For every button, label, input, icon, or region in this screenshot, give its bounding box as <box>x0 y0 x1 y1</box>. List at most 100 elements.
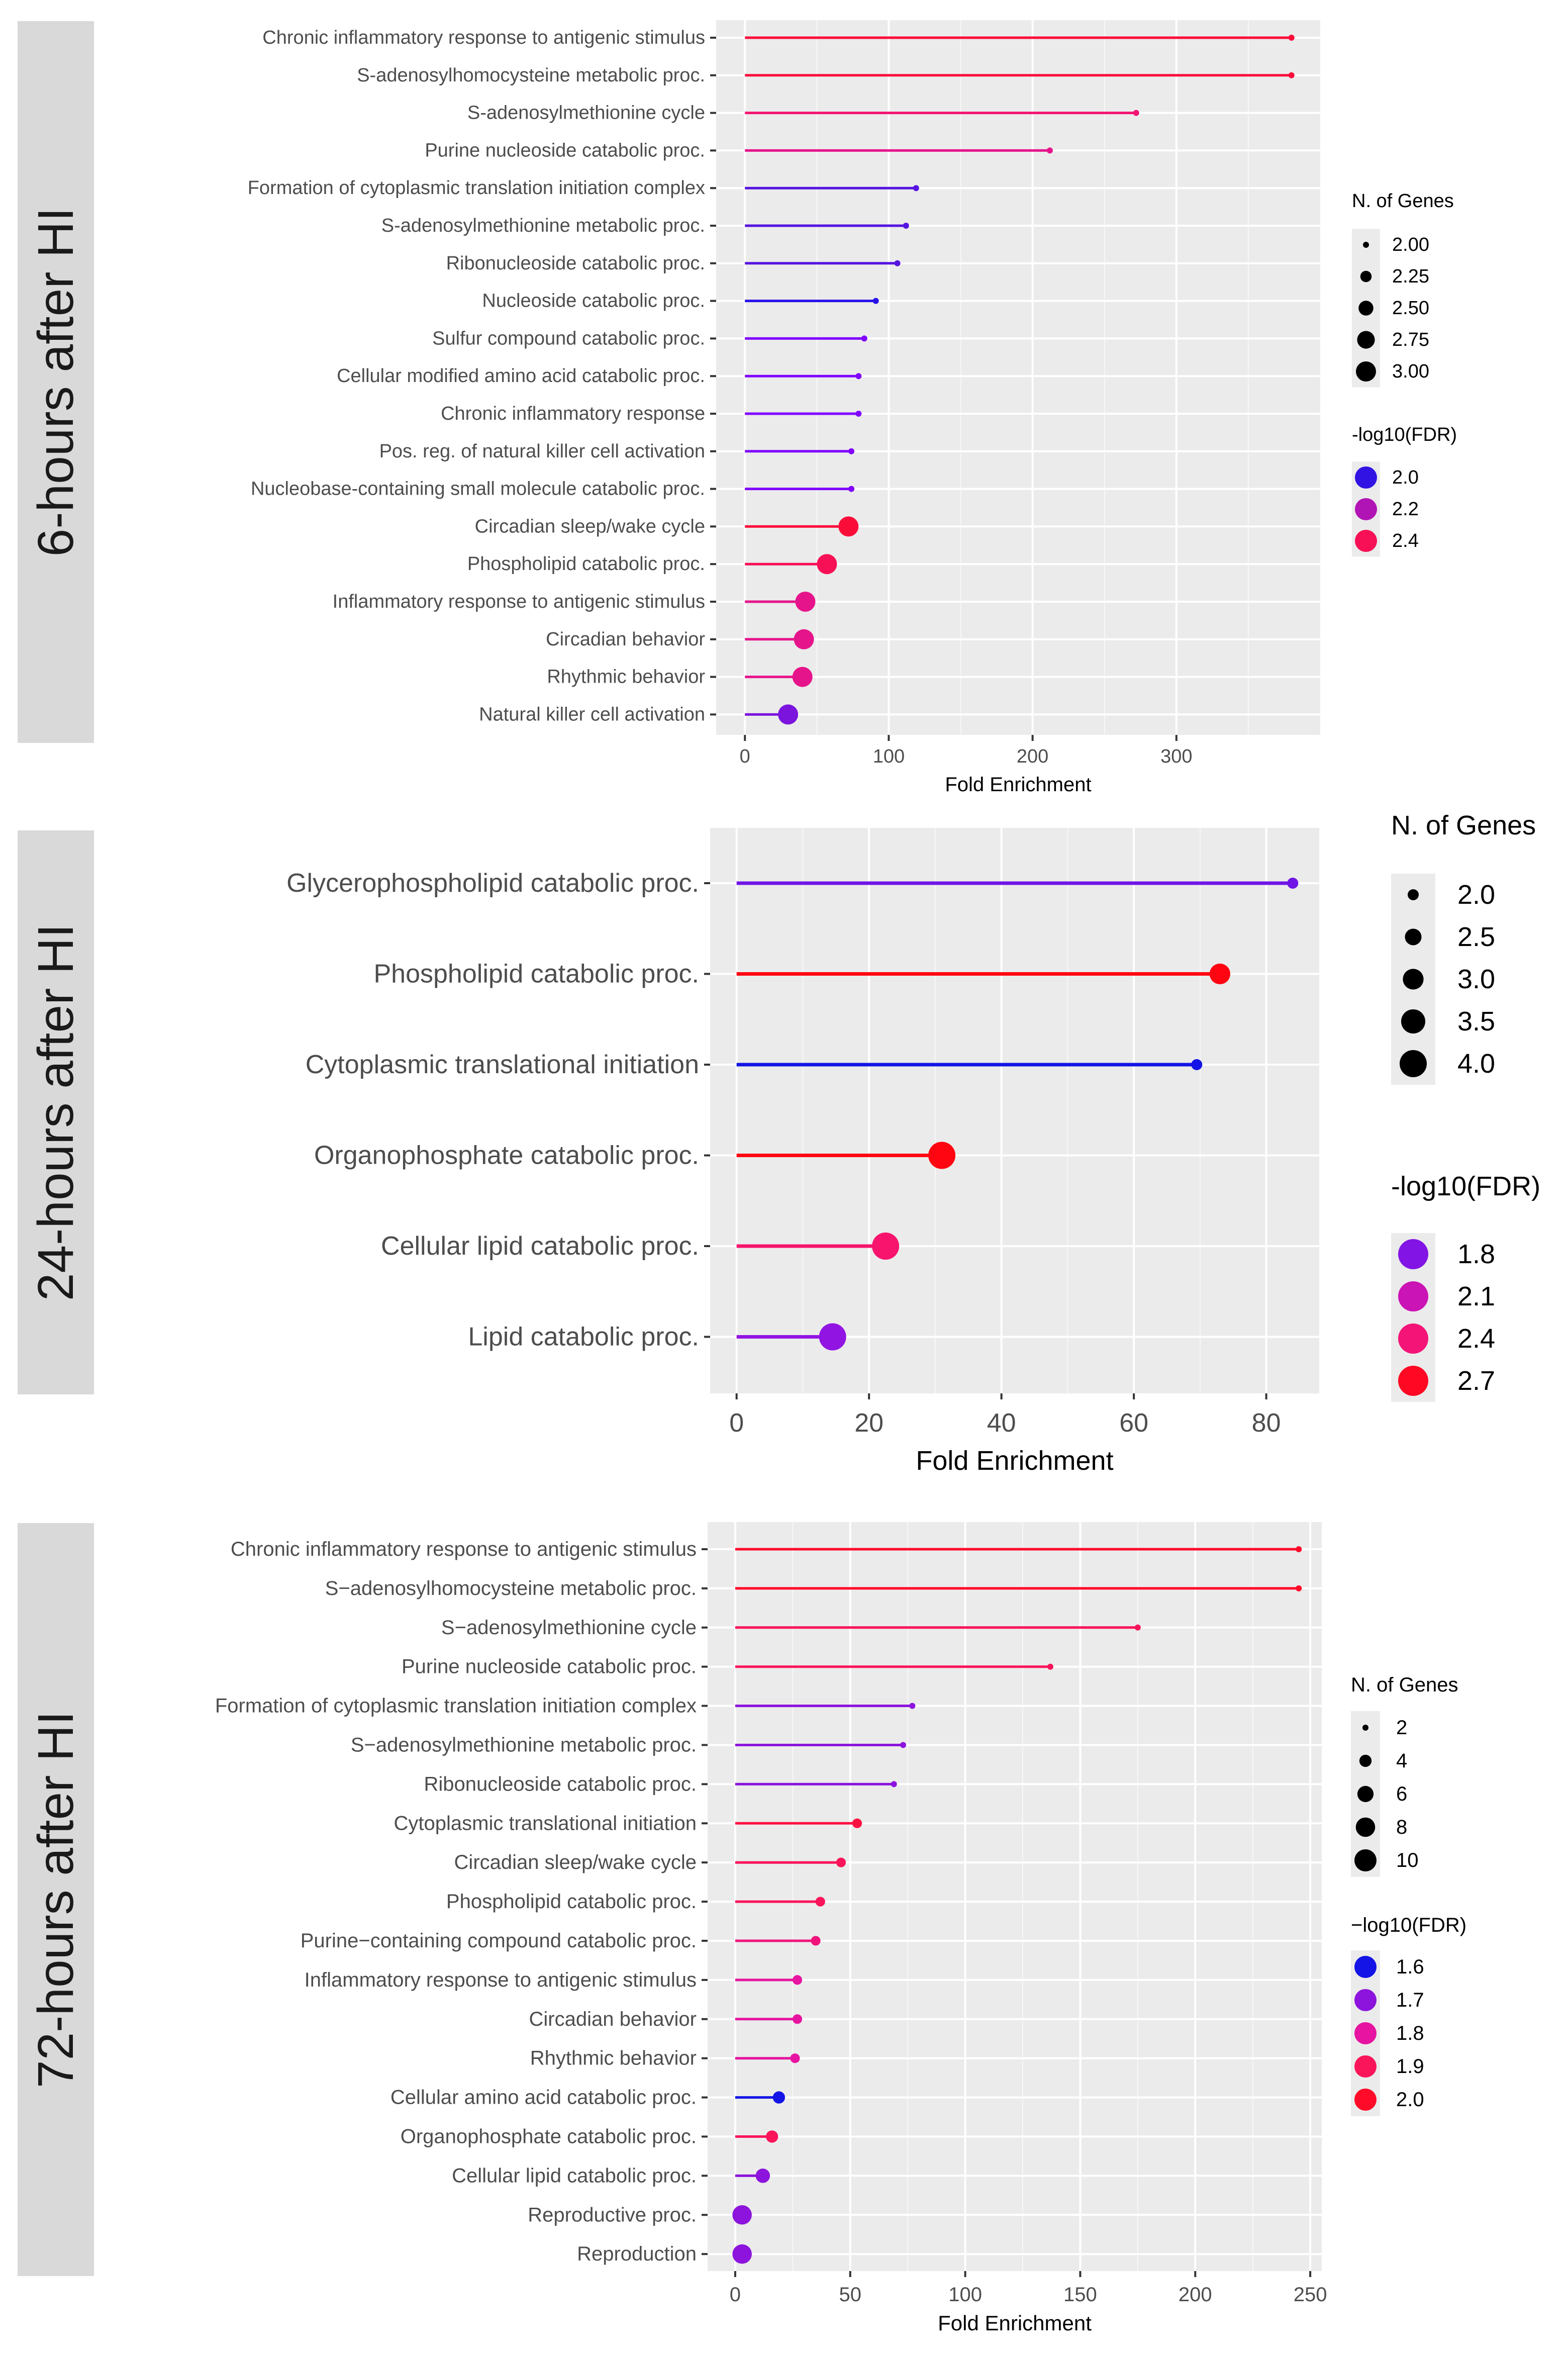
y-tick-label: S−adenosylmethionine metabolic proc. <box>351 1734 697 1756</box>
lollipop-point <box>852 1818 862 1828</box>
legend-size-key <box>1363 242 1369 248</box>
legend-color-label: 2.1 <box>1457 1281 1495 1311</box>
legend-color-title: -log10(FDR) <box>1352 424 1457 445</box>
y-tick-label: Cellular amino acid catabolic proc. <box>390 2087 697 2109</box>
lollipop-point <box>811 1936 821 1946</box>
legend-size-label: 2 <box>1396 1717 1407 1739</box>
plot-background <box>716 20 1320 735</box>
y-tick-label: Cellular lipid catabolic proc. <box>381 1232 699 1261</box>
x-axis-title: Fold Enrichment <box>916 1446 1113 1476</box>
chart-panel-1: 6-hours after HI Chronic inflammatory res… <box>18 20 1457 796</box>
x-tick-label: 20 <box>854 1408 884 1438</box>
legend-size-label: 6 <box>1396 1783 1407 1805</box>
legend-size-key <box>1355 1817 1376 1837</box>
legend-size-title: N. of Genes <box>1391 810 1536 840</box>
legend-size-title: N. of Genes <box>1351 1674 1458 1696</box>
legend-size-label: 2.5 <box>1457 922 1495 952</box>
legend-color-label: 1.8 <box>1457 1239 1495 1269</box>
legend-size-key <box>1400 1050 1427 1077</box>
panel-label: 24-hours after HI <box>28 924 84 1301</box>
lollipop-point <box>817 554 837 575</box>
y-tick-label: S-adenosylmethionine metabolic proc. <box>381 215 705 236</box>
legend-size-label: 3.5 <box>1457 1006 1495 1036</box>
lollipop-point <box>772 2091 786 2104</box>
legend-color-key <box>1398 1324 1428 1354</box>
legend-size-key <box>1358 301 1374 316</box>
lollipop-point <box>894 260 901 266</box>
legend-size-label: 2.50 <box>1392 298 1429 319</box>
lollipop-point <box>836 1857 846 1867</box>
legend-size-key <box>1362 1725 1368 1731</box>
lollipop-point <box>1134 1624 1141 1631</box>
x-tick-label: 50 <box>839 2284 862 2306</box>
legend-size-key <box>1405 928 1422 946</box>
legend-color-key <box>1398 1366 1428 1396</box>
legend-size-label: 2.00 <box>1392 234 1429 255</box>
legend-size-key <box>1356 361 1376 382</box>
y-tick-label: Circadian sleep/wake cycle <box>454 1851 697 1873</box>
y-tick-label: Cytoplasmic translational initiation <box>306 1050 699 1079</box>
x-tick-label: 300 <box>1160 746 1192 767</box>
y-tick-label: Ribonucleoside catabolic proc. <box>446 253 705 274</box>
legend-color-title: −log10(FDR) <box>1351 1914 1466 1936</box>
legend-size-key <box>1403 969 1424 990</box>
lollipop-point <box>792 2014 803 2024</box>
y-tick-label: Purine nucleoside catabolic proc. <box>425 140 705 161</box>
chart-panel-2: 24-hours after HI Glycerophospholipid cat… <box>18 810 1540 1476</box>
legend-size-label: 2.25 <box>1392 266 1429 287</box>
legend-color-label: 1.8 <box>1396 2022 1424 2044</box>
legend-size-key <box>1357 331 1375 349</box>
lollipop-point <box>795 592 816 612</box>
legend-color-key <box>1354 2089 1377 2111</box>
lollipop-point <box>848 448 855 454</box>
y-tick-label: Purine nucleoside catabolic proc. <box>402 1656 697 1678</box>
y-tick-label: Reproduction <box>577 2243 697 2265</box>
legend-color-label: 2.7 <box>1457 1366 1495 1396</box>
x-tick-label: 0 <box>730 2284 741 2306</box>
legend-size-key <box>1359 1754 1372 1767</box>
y-tick-label: Chronic inflammatory response to antigen… <box>231 1538 697 1560</box>
lollipop-point <box>1287 878 1299 889</box>
panel-strip <box>18 830 94 1394</box>
lollipop-point <box>1133 110 1139 116</box>
y-tick-label: Inflammatory response to antigenic stimu… <box>333 591 705 612</box>
x-tick-label: 200 <box>1017 746 1048 767</box>
legend-size-label: 2.75 <box>1392 329 1429 350</box>
y-tick-label: S−adenosylhomocysteine metabolic proc. <box>325 1577 697 1599</box>
y-tick-label: S-adenosylmethionine cycle <box>467 103 705 124</box>
legend-size-label: 10 <box>1396 1849 1419 1871</box>
y-tick-label: Cytoplasmic translational initiation <box>394 1812 697 1834</box>
x-tick-label: 250 <box>1294 2284 1327 2306</box>
legend-color-label: 2.2 <box>1392 499 1419 520</box>
y-tick-label: Rhythmic behavior <box>530 2047 697 2069</box>
y-tick-label: Circadian behavior <box>529 2008 697 2030</box>
legend-color-title: -log10(FDR) <box>1391 1171 1540 1201</box>
lollipop-point <box>765 2130 778 2143</box>
lollipop-point <box>855 411 862 417</box>
lollipop-point <box>855 373 862 380</box>
lollipop-point <box>778 704 799 725</box>
lollipop-point <box>872 1233 900 1260</box>
legend-color-label: 1.6 <box>1396 1956 1424 1978</box>
panel-strip <box>18 21 94 743</box>
legend-size-label: 4 <box>1396 1750 1407 1772</box>
legend-color-key <box>1354 1989 1377 2011</box>
y-tick-label: Ribonucleoside catabolic proc. <box>424 1773 697 1795</box>
lollipop-point <box>1209 963 1231 985</box>
x-tick-label: 40 <box>987 1408 1016 1438</box>
y-tick-label: Formation of cytoplasmic translation ini… <box>215 1695 697 1717</box>
lollipop-point <box>913 185 919 192</box>
lollipop-point <box>1296 1546 1302 1552</box>
x-tick-label: 100 <box>948 2284 982 2306</box>
x-axis-title: Fold Enrichment <box>945 774 1091 796</box>
y-tick-label: Phospholipid catabolic proc. <box>373 960 699 989</box>
lollipop-point <box>815 1897 825 1907</box>
lollipop-point <box>891 1781 897 1787</box>
legend-color-key <box>1355 530 1377 552</box>
lollipop-point <box>732 2205 752 2225</box>
x-tick-label: 200 <box>1179 2284 1212 2306</box>
lollipop-point <box>909 1703 916 1709</box>
lollipop-point <box>838 516 859 537</box>
